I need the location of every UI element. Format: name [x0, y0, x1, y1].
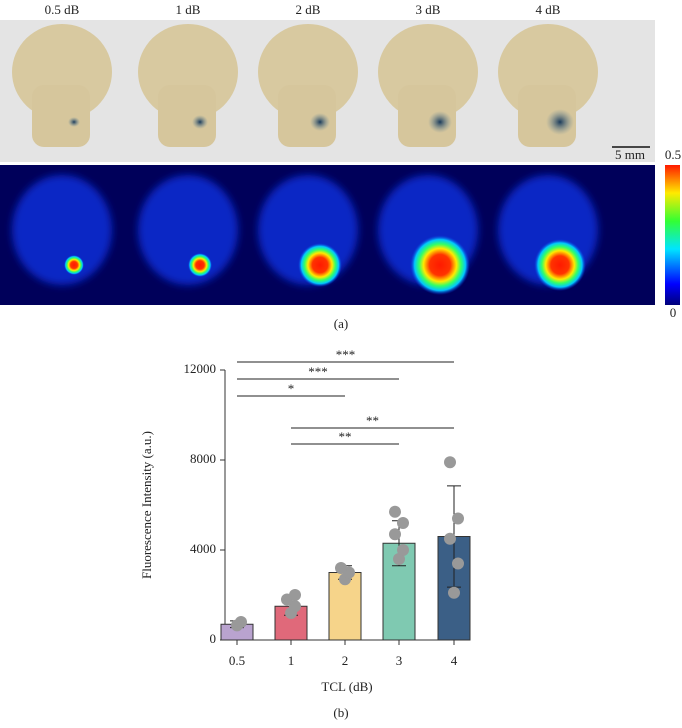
x-axis-label: TCL (dB): [321, 679, 372, 694]
condition-label: 1 dB: [176, 2, 201, 17]
y-axis-label: Fluorescence Intensity (a.u.): [139, 431, 154, 579]
data-point: [335, 562, 347, 574]
colorbar-label: 0: [670, 305, 677, 320]
brain-stem: [32, 85, 90, 147]
y-tick-label: 4000: [190, 541, 216, 556]
colorbar: [665, 165, 680, 305]
x-tick-label: 3: [396, 653, 403, 668]
brain-stem: [158, 85, 216, 147]
fluor-hotspot: [534, 239, 586, 291]
condition-label: 3 dB: [416, 2, 441, 17]
data-point: [452, 512, 464, 525]
significance-label: ***: [308, 364, 328, 379]
x-tick-label: 1: [288, 653, 295, 668]
data-point: [452, 557, 464, 570]
x-tick-label: 0.5: [229, 653, 245, 668]
condition-label: 2 dB: [296, 2, 321, 17]
data-point: [389, 528, 401, 541]
colorbar-label: 0.5: [665, 147, 681, 162]
data-point: [397, 517, 409, 529]
chart: 0 4000 8000 12000 Fluorescence Intensity (a.…: [139, 347, 471, 720]
y-tick-label: 8000: [190, 451, 216, 466]
x-tick-label: 2: [342, 653, 349, 668]
dye-spot: [192, 115, 208, 129]
dye-spot: [546, 109, 574, 135]
significance-label: **: [339, 429, 352, 444]
data-point: [393, 553, 405, 565]
data-point: [289, 600, 301, 613]
data-point: [444, 456, 456, 469]
fluor-hotspot: [188, 253, 212, 277]
significance-label: ***: [336, 347, 356, 362]
panel-a: 0.5 dB 1 dB 2 dB 3 dB 4 dB 5 mm 0 0.5: [12, 2, 681, 320]
y-tick-label: 12000: [184, 361, 217, 376]
data-point: [397, 544, 409, 556]
data-point: [389, 505, 401, 518]
fluor-hotspot: [64, 255, 84, 275]
data-point: [448, 586, 460, 599]
x-tick-label: 4: [451, 653, 458, 668]
condition-label: 4 dB: [536, 2, 561, 17]
dye-spot: [428, 111, 452, 133]
y-tick-label: 0: [210, 631, 217, 646]
caption-b: (b): [333, 705, 348, 720]
fluor-hotspot: [298, 243, 342, 287]
condition-label: 0.5 dB: [45, 2, 80, 17]
fluor-brain: [138, 175, 238, 285]
significance-label: **: [366, 413, 379, 428]
fluor-brain: [12, 175, 112, 285]
caption-a: (a): [334, 316, 348, 331]
dye-spot: [310, 113, 330, 131]
scale-bar-label: 5 mm: [615, 147, 645, 162]
data-point: [289, 589, 301, 601]
dye-spot: [68, 117, 80, 127]
fluor-hotspot: [410, 235, 470, 295]
significance-label: *: [288, 381, 295, 396]
data-point: [235, 616, 247, 628]
brain-stem: [278, 85, 336, 147]
data-point: [444, 532, 456, 545]
